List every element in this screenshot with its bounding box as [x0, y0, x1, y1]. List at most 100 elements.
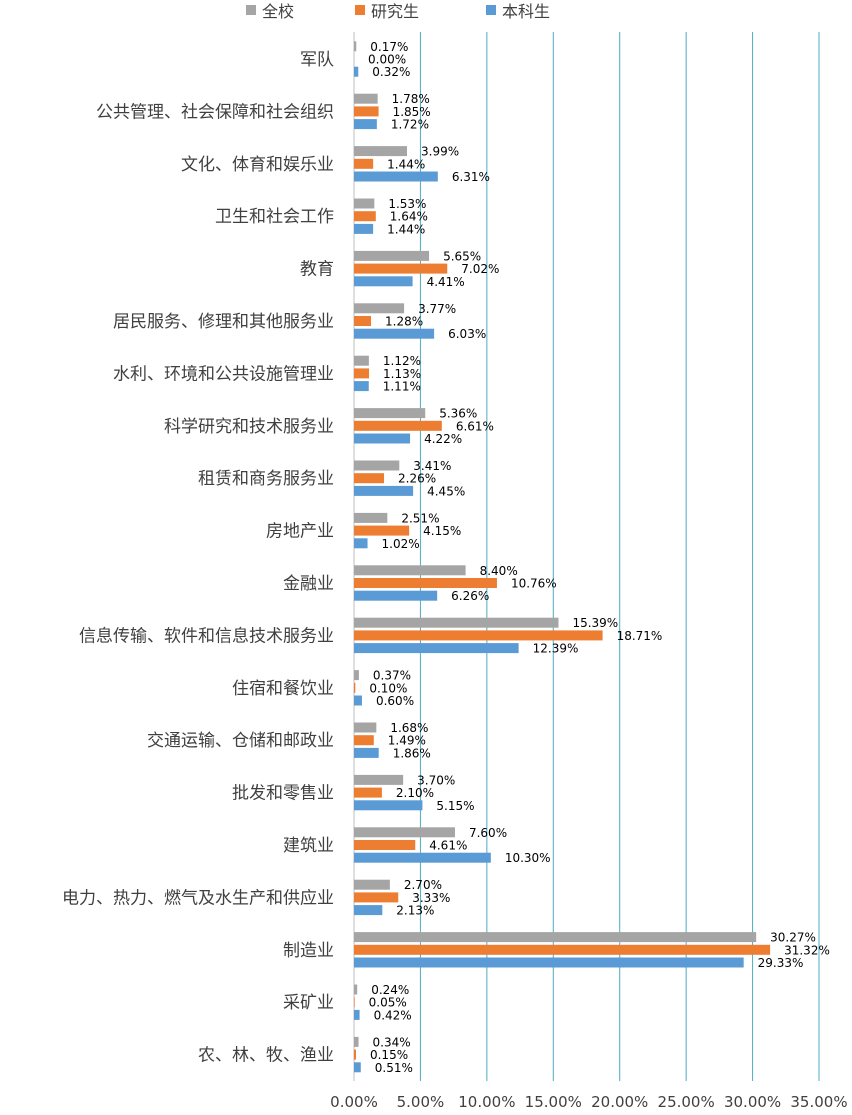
bar-5-1: [354, 316, 372, 326]
bar-8-2: [354, 485, 414, 496]
data-label-9-2: 1.02%: [382, 537, 420, 551]
category-label-0: 军队: [300, 50, 334, 70]
legend-label-0: 全校: [262, 2, 294, 21]
category-label-19: 农、林、牧、渔业: [198, 1046, 334, 1066]
data-label-11-1: 18.71%: [617, 629, 663, 643]
category-label-2: 文化、体育和娱乐业: [181, 155, 334, 175]
x-tick-label-2: 10.00%: [458, 1093, 515, 1111]
legend-swatch-0: [246, 5, 256, 15]
data-label-6-1: 1.13%: [383, 367, 421, 381]
legend-swatch-2: [486, 5, 496, 15]
data-label-2-1: 1.44%: [387, 157, 425, 171]
data-labels: 0.17%0.00%0.32%1.78%1.85%1.72%3.99%1.44%…: [368, 40, 830, 1075]
data-label-1-2: 1.72%: [391, 118, 429, 132]
bar-16-0: [354, 879, 390, 890]
category-label-10: 金融业: [283, 574, 334, 594]
category-label-12: 住宿和餐饮业: [232, 679, 334, 699]
bar-18-1: [354, 997, 355, 1008]
bar-11-2: [354, 643, 519, 654]
bar-11-0: [354, 617, 559, 628]
category-label-5: 居民服务、修理和其他服务业: [113, 312, 334, 332]
bar-4-0: [354, 250, 430, 261]
category-label-17: 制造业: [283, 941, 334, 961]
bar-19-2: [354, 1062, 361, 1073]
data-label-5-2: 6.03%: [448, 327, 486, 341]
bar-11-1: [354, 630, 603, 641]
category-label-15: 建筑业: [283, 836, 334, 856]
data-label-15-1: 4.61%: [429, 839, 467, 853]
bar-15-1: [354, 840, 416, 850]
data-label-1-1: 1.85%: [393, 105, 431, 119]
bar-4-1: [354, 263, 448, 274]
bar-10-0: [354, 565, 466, 576]
data-label-11-2: 12.39%: [533, 642, 579, 656]
data-label-17-2: 29.33%: [758, 956, 804, 970]
data-label-18-2: 0.42%: [374, 1008, 412, 1022]
data-label-4-1: 7.02%: [461, 262, 499, 276]
category-label-4: 教育: [300, 260, 334, 280]
legend-label-1: 研究生: [371, 2, 419, 21]
bar-3-1: [354, 211, 376, 222]
bar-13-2: [354, 747, 379, 758]
data-label-17-0: 30.27%: [770, 931, 816, 945]
bar-7-2: [354, 433, 411, 444]
bar-16-1: [354, 892, 399, 903]
bars: [354, 41, 771, 1073]
bar-14-1: [354, 787, 382, 798]
category-label-18: 采矿业: [283, 993, 334, 1013]
data-label-19-2: 0.51%: [375, 1061, 413, 1075]
bar-8-1: [354, 473, 385, 484]
data-label-12-0: 0.37%: [373, 669, 411, 683]
category-label-3: 卫生和社会工作: [215, 207, 334, 227]
category-label-1: 公共管理、社会保障和社会组织: [96, 102, 334, 122]
bar-13-0: [354, 722, 377, 733]
data-label-10-1: 10.76%: [511, 577, 557, 591]
data-label-0-1: 0.00%: [368, 53, 406, 67]
bar-18-0: [354, 984, 358, 995]
data-label-17-1: 31.32%: [784, 943, 830, 957]
data-label-1-0: 1.78%: [392, 92, 430, 106]
data-label-2-0: 3.99%: [421, 145, 459, 159]
data-label-7-1: 6.61%: [456, 419, 494, 433]
bar-5-0: [354, 303, 405, 314]
bar-1-2: [354, 119, 377, 130]
legend-label-2: 本科生: [502, 2, 550, 21]
data-label-19-1: 0.15%: [370, 1048, 408, 1062]
data-label-14-2: 5.15%: [436, 799, 474, 813]
data-label-4-0: 5.65%: [443, 249, 481, 263]
data-label-15-2: 10.30%: [505, 851, 551, 865]
data-label-18-0: 0.24%: [371, 983, 409, 997]
category-label-16: 电力、热力、燃气及水生产和供应业: [62, 888, 334, 908]
bar-6-0: [354, 355, 369, 366]
bar-12-2: [354, 695, 362, 706]
bar-9-1: [354, 525, 410, 536]
data-label-8-2: 4.45%: [427, 484, 465, 498]
bar-14-0: [354, 774, 404, 785]
legend: 全校 研究生 本科生: [246, 2, 550, 21]
data-label-16-0: 2.70%: [404, 878, 442, 892]
data-label-5-0: 3.77%: [418, 302, 456, 316]
data-label-3-1: 1.64%: [390, 210, 428, 224]
data-label-16-2: 2.13%: [396, 904, 434, 918]
data-label-13-2: 1.86%: [393, 746, 431, 760]
bar-7-1: [354, 420, 442, 431]
bar-0-2: [354, 66, 359, 77]
bar-19-0: [354, 1036, 359, 1047]
category-label-13: 交通运输、仓储和邮政业: [147, 731, 334, 751]
bar-13-1: [354, 735, 374, 746]
x-tick-labels: 0.00% 5.00% 10.00% 15.00% 20.00% 25.00% 30.00%…: [330, 1093, 847, 1111]
data-label-6-0: 1.12%: [383, 354, 421, 368]
data-label-7-0: 5.36%: [439, 407, 477, 421]
data-label-5-1: 1.28%: [385, 315, 423, 329]
bar-1-1: [354, 106, 379, 117]
bar-8-0: [354, 460, 400, 471]
data-label-13-1: 1.49%: [388, 734, 426, 748]
x-tick-label-6: 30.00%: [724, 1093, 781, 1111]
bar-2-1: [354, 158, 374, 169]
bar-4-2: [354, 276, 413, 287]
bar-12-1: [354, 682, 356, 693]
data-label-6-2: 1.11%: [383, 380, 421, 394]
bar-17-1: [354, 944, 771, 955]
bar-10-2: [354, 590, 438, 601]
